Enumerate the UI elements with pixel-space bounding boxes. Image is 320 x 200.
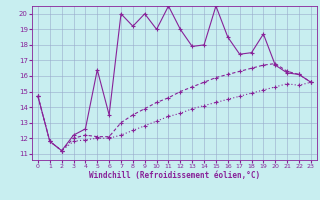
X-axis label: Windchill (Refroidissement éolien,°C): Windchill (Refroidissement éolien,°C) bbox=[89, 171, 260, 180]
